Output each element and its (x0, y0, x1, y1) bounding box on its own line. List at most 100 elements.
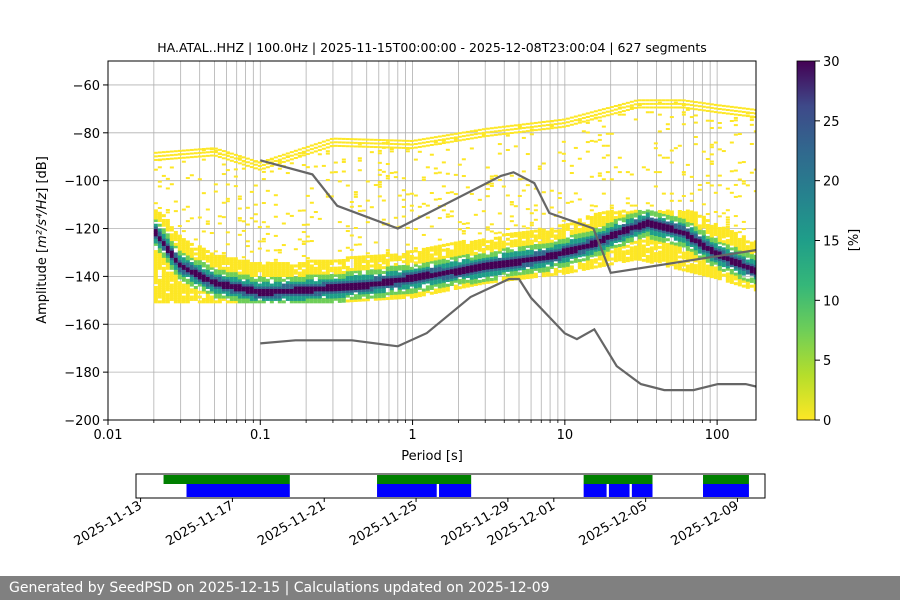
heatmap-cell (549, 249, 554, 253)
heatmap-cell (345, 145, 350, 148)
heatmap-cell (165, 274, 170, 278)
heatmap-cell (713, 225, 718, 229)
heatmap-cell (209, 283, 214, 287)
heatmap-cell (677, 219, 682, 223)
heatmap-cell (613, 247, 618, 251)
heatmap-cell (725, 267, 730, 271)
heatmap-cell (601, 239, 606, 243)
heatmap-cell (717, 104, 722, 107)
heatmap-cell (249, 166, 254, 169)
heatmap-cell (373, 146, 378, 149)
heatmap-cell (653, 256, 658, 260)
heatmap-cell (197, 250, 202, 254)
heatmap-cell (309, 274, 314, 278)
heatmap-cell (405, 269, 410, 273)
heatmap-cell (637, 236, 642, 240)
heatmap-cell (441, 263, 446, 267)
heatmap-cell (453, 275, 458, 279)
heatmap-cell (261, 295, 266, 299)
heatmap-cell (189, 266, 194, 270)
heatmap-cell (165, 259, 170, 263)
heatmap-cell (605, 110, 610, 113)
heatmap-cell (677, 255, 682, 259)
heatmap-cell (561, 238, 566, 242)
heatmap-cell (309, 281, 314, 285)
heatmap-cell (601, 247, 606, 251)
heatmap-cell (153, 216, 158, 220)
heatmap-cell (265, 189, 270, 192)
heatmap-cell (541, 259, 546, 263)
heatmap-cell (425, 263, 430, 267)
heatmap-cell (437, 259, 442, 263)
heatmap-cell (673, 244, 678, 248)
heatmap-cell (477, 282, 482, 286)
heatmap-cell (377, 138, 382, 141)
heatmap-cell (581, 239, 586, 243)
heatmap-cell (661, 249, 666, 253)
heatmap-cell (261, 170, 266, 173)
heatmap-cell (313, 297, 318, 301)
heatmap-cell (589, 237, 594, 241)
heatmap-cell (381, 290, 386, 294)
heatmap-cell (381, 199, 386, 202)
heatmap-cell (385, 177, 390, 180)
heatmap-cell (541, 162, 546, 165)
heatmap-cell (273, 271, 278, 275)
heatmap-cell (437, 282, 442, 286)
heatmap-cell (669, 210, 674, 214)
heatmap-cell (749, 246, 754, 250)
heatmap-cell (625, 240, 630, 244)
heatmap-cell (525, 235, 530, 239)
heatmap-cell (317, 283, 322, 287)
heatmap-cell (209, 150, 214, 153)
heatmap-cell (193, 152, 198, 155)
heatmap-cell (705, 231, 710, 235)
heatmap-cell (601, 144, 606, 147)
heatmap-cell (669, 246, 674, 250)
heatmap-cell (597, 116, 602, 119)
heatmap-cell (189, 269, 194, 273)
heatmap-cell (425, 256, 430, 260)
heatmap-cell (697, 262, 702, 266)
heatmap-cell (277, 158, 282, 161)
heatmap-cell (673, 218, 678, 222)
heatmap-cell (545, 266, 550, 270)
heatmap-cell (201, 149, 206, 152)
heatmap-cell (337, 280, 342, 284)
heatmap-cell (521, 255, 526, 259)
heatmap-cell (485, 183, 490, 186)
heatmap-cell (585, 216, 590, 220)
heatmap-cell (261, 269, 266, 273)
heatmap-cell (453, 253, 458, 257)
heatmap-cell (329, 145, 334, 148)
heatmap-cell (285, 212, 290, 215)
heatmap-cell (413, 270, 418, 274)
heatmap-cell (501, 276, 506, 280)
heatmap-cell (353, 145, 358, 148)
heatmap-cell (505, 128, 510, 131)
heatmap-cell (229, 300, 234, 304)
heatmap-cell (361, 284, 366, 288)
heatmap-cell (601, 225, 606, 229)
heatmap-cell (657, 245, 662, 249)
heatmap-cell (529, 275, 534, 279)
heatmap-cell (193, 274, 198, 278)
heatmap-cell (741, 241, 746, 245)
heatmap-cell (285, 285, 290, 289)
heatmap-cell (309, 276, 314, 280)
heatmap-cell (365, 138, 370, 141)
heatmap-cell (309, 264, 314, 268)
heatmap-cell (353, 296, 358, 300)
heatmap-cell (449, 256, 454, 260)
heatmap-cell (205, 266, 210, 270)
heatmap-cell (505, 249, 510, 253)
heatmap-cell (677, 243, 682, 247)
heatmap-cell (413, 285, 418, 289)
heatmap-cell (513, 253, 518, 257)
heatmap-cell (161, 293, 166, 297)
heatmap-cell (181, 247, 186, 251)
y-tick-label: −200 (64, 414, 100, 429)
heatmap-cell (653, 211, 658, 215)
heatmap-cell (661, 242, 666, 246)
heatmap-cell (749, 258, 754, 262)
